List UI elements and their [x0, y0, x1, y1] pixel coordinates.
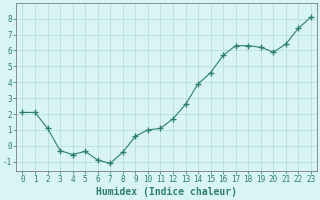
X-axis label: Humidex (Indice chaleur): Humidex (Indice chaleur) [96, 187, 237, 197]
